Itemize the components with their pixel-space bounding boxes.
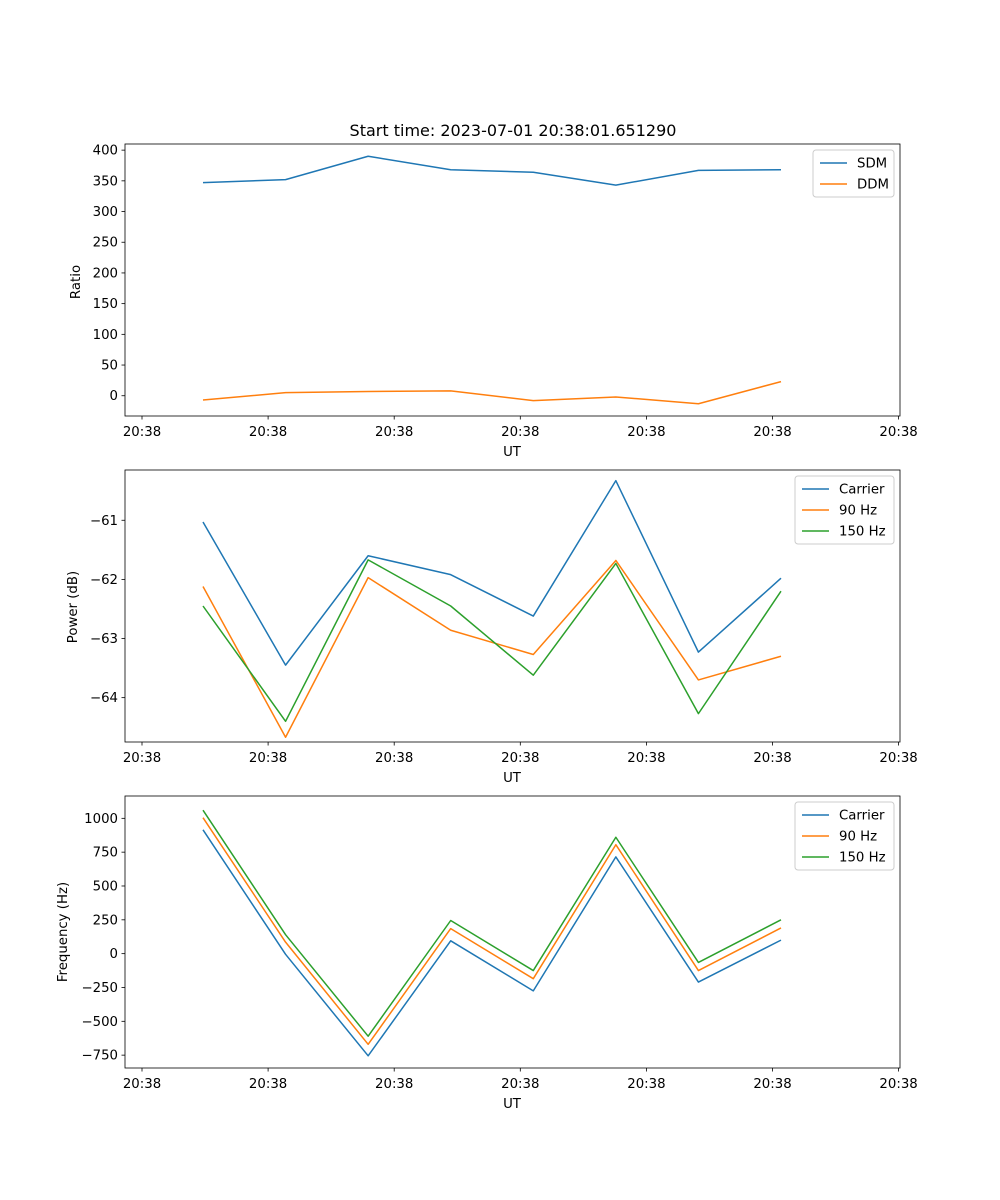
x-tick-label: 20:38 xyxy=(249,751,287,766)
legend-box xyxy=(812,149,895,198)
series-line-carrier xyxy=(202,829,782,1057)
x-tick-label: 20:38 xyxy=(249,425,287,440)
x-tick-label: 20:38 xyxy=(375,425,413,440)
plot-frame xyxy=(124,143,901,417)
series-line-sdm xyxy=(202,155,781,186)
y-tick-label: 750 xyxy=(93,846,118,861)
x-tick-label: 20:38 xyxy=(627,425,665,440)
y-tick-label: 250 xyxy=(93,913,118,928)
y-tick-label: 100 xyxy=(93,328,118,343)
x-tick-label: 20:38 xyxy=(879,751,917,766)
plot-frame xyxy=(124,795,901,1069)
y-tick-label: 350 xyxy=(93,174,118,189)
x-tick-label: 20:38 xyxy=(375,1077,413,1092)
x-axis-label: UT xyxy=(503,1097,522,1112)
panel-power: Power (dB) UT −64 −63 −62 −61 20:38 20:38 20:3… xyxy=(66,469,918,786)
y-tick-label: 0 xyxy=(110,389,118,404)
y-tick-label: −62 xyxy=(90,573,118,588)
y-tick-label: 400 xyxy=(93,144,118,159)
y-axis-label: Ratio xyxy=(69,265,84,299)
y-tick-label: 200 xyxy=(93,266,118,281)
y-tick-label: 50 xyxy=(101,359,118,374)
panel-frequency: Frequency (Hz) UT −750 −500 −250 0 250 500 750… xyxy=(56,795,918,1112)
y-tick-label: −250 xyxy=(81,981,118,996)
y-tick-label: 1000 xyxy=(84,812,118,827)
x-tick-label: 20:38 xyxy=(753,425,791,440)
x-tick-label: 20:38 xyxy=(123,1077,161,1092)
x-axis-label: UT xyxy=(503,771,522,786)
legend-label: 90 Hz xyxy=(839,504,877,519)
y-tick-label: −500 xyxy=(81,1015,118,1030)
y-tick-label: −750 xyxy=(81,1049,118,1064)
series-line-ddm xyxy=(202,380,782,405)
x-axis-label: UT xyxy=(503,445,522,460)
legend-label: Carrier xyxy=(839,483,885,498)
panel-ratio: Start time: 2023-07-01 20:38:01.651290 R… xyxy=(69,121,918,460)
plot-frame xyxy=(124,469,901,743)
legend-label: DDM xyxy=(857,178,889,193)
legend-label: 90 Hz xyxy=(839,830,877,845)
x-tick-label: 20:38 xyxy=(501,1077,539,1092)
y-tick-label: 150 xyxy=(93,297,118,312)
legend-box xyxy=(794,475,895,545)
y-tick-label: −64 xyxy=(90,691,118,706)
x-tick-label: 20:38 xyxy=(501,751,539,766)
y-tick-label: 300 xyxy=(93,205,118,220)
legend-label: 150 Hz xyxy=(839,851,886,866)
y-tick-label: 250 xyxy=(93,236,118,251)
legend-label: SDM xyxy=(857,157,887,172)
x-tick-label: 20:38 xyxy=(753,751,791,766)
y-tick-label: 500 xyxy=(93,879,118,894)
x-tick-label: 20:38 xyxy=(123,425,161,440)
y-tick-label: 0 xyxy=(110,947,118,962)
y-tick-label: −63 xyxy=(90,632,118,647)
x-tick-label: 20:38 xyxy=(879,425,917,440)
legend-label: 150 Hz xyxy=(839,525,886,540)
x-tick-label: 20:38 xyxy=(627,751,665,766)
legend-box xyxy=(794,801,895,871)
x-tick-label: 20:38 xyxy=(501,425,539,440)
series-line-150-hz xyxy=(202,809,782,1037)
series-line-90-hz xyxy=(202,559,782,739)
x-tick-label: 20:38 xyxy=(627,1077,665,1092)
series-line-150-hz xyxy=(202,559,782,723)
series-line-carrier xyxy=(202,479,782,666)
legend-label: Carrier xyxy=(839,809,885,824)
y-tick-label: −61 xyxy=(90,514,118,529)
x-tick-label: 20:38 xyxy=(753,1077,791,1092)
x-tick-label: 20:38 xyxy=(249,1077,287,1092)
x-tick-label: 20:38 xyxy=(879,1077,917,1092)
x-tick-label: 20:38 xyxy=(123,751,161,766)
y-axis-label: Power (dB) xyxy=(66,571,81,643)
y-axis-label: Frequency (Hz) xyxy=(56,882,71,982)
chart-title: Start time: 2023-07-01 20:38:01.651290 xyxy=(350,121,677,140)
x-tick-label: 20:38 xyxy=(375,751,413,766)
series-line-90-hz xyxy=(202,817,782,1046)
